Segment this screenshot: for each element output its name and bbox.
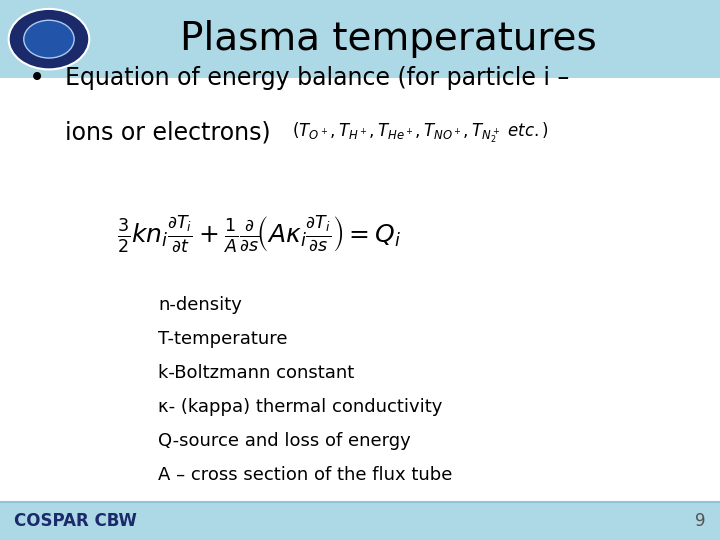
Text: k-Boltzmann constant: k-Boltzmann constant — [158, 364, 355, 382]
FancyBboxPatch shape — [0, 502, 720, 540]
Text: $\frac{3}{2}kn_i\frac{\partial T_i}{\partial t}+\frac{1}{A}\frac{\partial}{\part: $\frac{3}{2}kn_i\frac{\partial T_i}{\par… — [117, 215, 401, 255]
Text: •: • — [29, 64, 45, 92]
Text: A – cross section of the flux tube: A – cross section of the flux tube — [158, 466, 453, 484]
Text: T-temperature: T-temperature — [158, 330, 288, 348]
Circle shape — [24, 20, 74, 58]
Text: Equation of energy balance (for particle i –: Equation of energy balance (for particle… — [65, 66, 569, 90]
Circle shape — [9, 9, 89, 69]
Text: COSPAR CBW: COSPAR CBW — [14, 512, 138, 530]
Text: κ- (kappa) thermal conductivity: κ- (kappa) thermal conductivity — [158, 398, 443, 416]
Text: ions or electrons): ions or electrons) — [65, 120, 271, 144]
Text: Plasma temperatures: Plasma temperatures — [181, 20, 597, 58]
Text: Q-source and loss of energy: Q-source and loss of energy — [158, 432, 411, 450]
Text: 9: 9 — [695, 512, 706, 530]
Text: $(T_{O^+},T_{H^+},T_{He^+},T_{NO^+},T_{N_2^+}\ \mathit{etc.})$: $(T_{O^+},T_{H^+},T_{He^+},T_{NO^+},T_{N… — [292, 120, 549, 145]
Text: n-density: n-density — [158, 296, 242, 314]
FancyBboxPatch shape — [0, 0, 720, 78]
